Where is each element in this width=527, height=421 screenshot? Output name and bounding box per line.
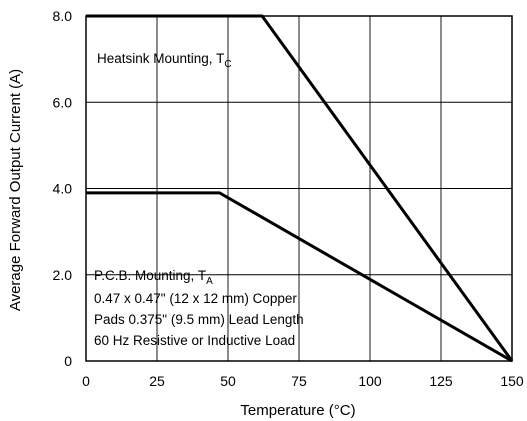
- heatsink-annotation-main: Heatsink Mounting, T: [97, 51, 224, 66]
- pcb-annotation-main: P.C.B. Mounting, T: [94, 268, 206, 283]
- y-tick-label: 0: [64, 353, 72, 369]
- pcb-annotation-line-1: 0.47 x 0.47" (12 x 12 mm) Copper: [94, 291, 297, 306]
- x-tick-label: 100: [358, 373, 382, 389]
- pcb-annotation-line-2: Pads 0.375" (9.5 mm) Lead Length: [94, 312, 304, 327]
- heatsink-annotation: Heatsink Mounting, TC: [97, 51, 232, 70]
- tick-labels: 0 25 50 75 100 125 150 0 2.0 4.0 6.0 8.0: [53, 8, 524, 389]
- y-tick-label: 8.0: [53, 8, 73, 24]
- y-tick-label: 6.0: [53, 94, 73, 110]
- series-line-2: [86, 191, 513, 363]
- x-tick-label: 150: [500, 373, 524, 389]
- x-tick-label: 75: [291, 373, 307, 389]
- grid: [86, 16, 512, 361]
- y-tick-label: 4.0: [53, 181, 73, 197]
- pcb-annotation-line-3: 60 Hz Resistive or Inductive Load: [94, 333, 295, 348]
- x-axis-title: Temperature (°C): [240, 402, 355, 419]
- plot-frame: [85, 15, 513, 362]
- y-tick-label: 2.0: [53, 267, 73, 283]
- x-tick-label: 50: [220, 373, 236, 389]
- pcb-annotation-title: P.C.B. Mounting, TA: [94, 268, 213, 287]
- x-tick-label: 0: [82, 373, 90, 389]
- pcb-annotation-sub: A: [206, 276, 213, 287]
- x-tick-label: 25: [149, 373, 165, 389]
- heatsink-annotation-sub: C: [224, 59, 231, 70]
- y-axis-title: Average Forward Output Current (A): [7, 69, 24, 311]
- x-tick-label: 125: [429, 373, 453, 389]
